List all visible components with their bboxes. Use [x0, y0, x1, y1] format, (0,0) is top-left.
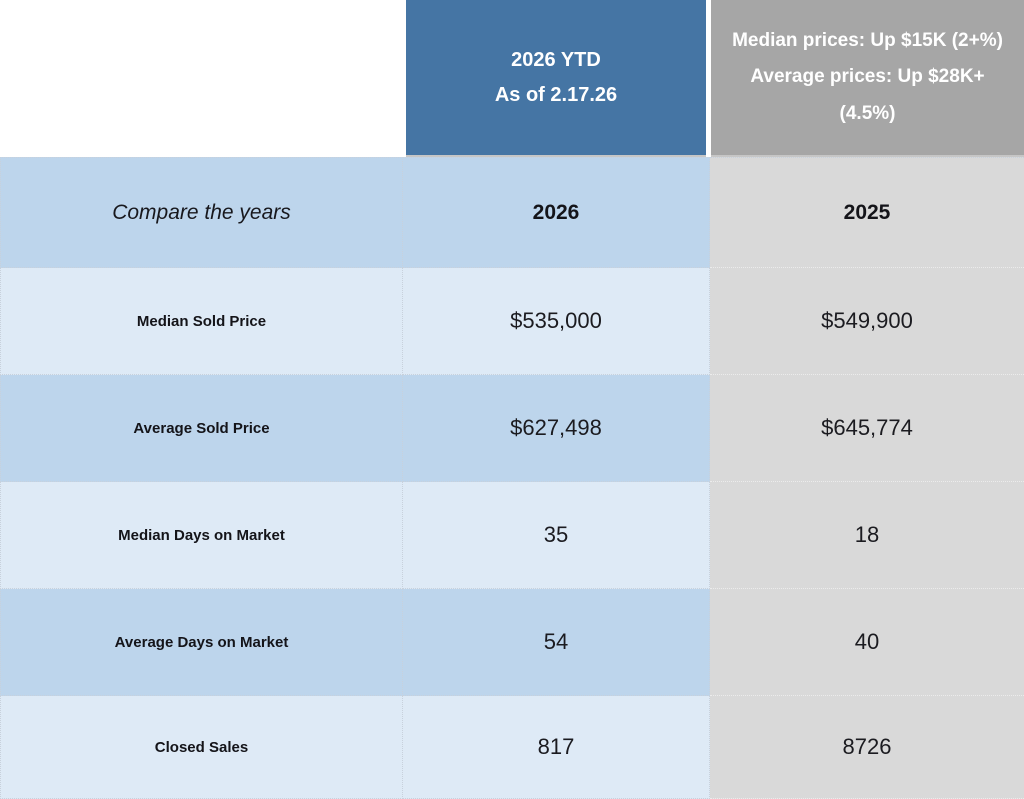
header-2025-summary-text: Median prices: Up $15K (2+%) Average pri…	[732, 30, 1003, 124]
value-2025-closed-sales: 8726	[710, 696, 1024, 799]
value-2026-median-sold-price: $535,000	[403, 268, 710, 375]
year-2025-header-cell: 2025	[710, 157, 1024, 268]
year-2026-header-cell: 2026	[403, 157, 710, 268]
header-2026-ytd-subtitle: As of 2.17.26	[494, 83, 618, 106]
compare-years-label-cell: Compare the years	[0, 157, 403, 268]
metric-label-average-days-on-market: Average Days on Market	[0, 589, 403, 696]
header-2026-ytd: 2026 YTD As of 2.17.26	[406, 0, 706, 157]
value-2025-average-days-on-market: 40	[710, 589, 1024, 696]
value-2026-closed-sales: 817	[403, 696, 710, 799]
value-2026-average-sold-price: $627,498	[403, 375, 710, 482]
metric-label-closed-sales: Closed Sales	[0, 696, 403, 799]
metric-label-median-sold-price: Median Sold Price	[0, 268, 403, 375]
value-2026-average-days-on-market: 54	[403, 589, 710, 696]
metric-label-average-sold-price: Average Sold Price	[0, 375, 403, 482]
value-2025-median-sold-price: $549,900	[710, 268, 1024, 375]
compare-years-label: Compare the years	[112, 200, 291, 224]
header-2026-ytd-title: 2026 YTD	[511, 48, 601, 71]
metric-label-median-days-on-market: Median Days on Market	[0, 482, 403, 589]
header-2025-summary: Median prices: Up $15K (2+%) Average pri…	[711, 0, 1024, 157]
header-spacer	[0, 0, 403, 157]
year-2026-header: 2026	[532, 200, 580, 224]
value-2025-median-days-on-market: 18	[710, 482, 1024, 589]
value-2026-median-days-on-market: 35	[403, 482, 710, 589]
year-2025-header: 2025	[843, 200, 891, 224]
value-2025-average-sold-price: $645,774	[710, 375, 1024, 482]
